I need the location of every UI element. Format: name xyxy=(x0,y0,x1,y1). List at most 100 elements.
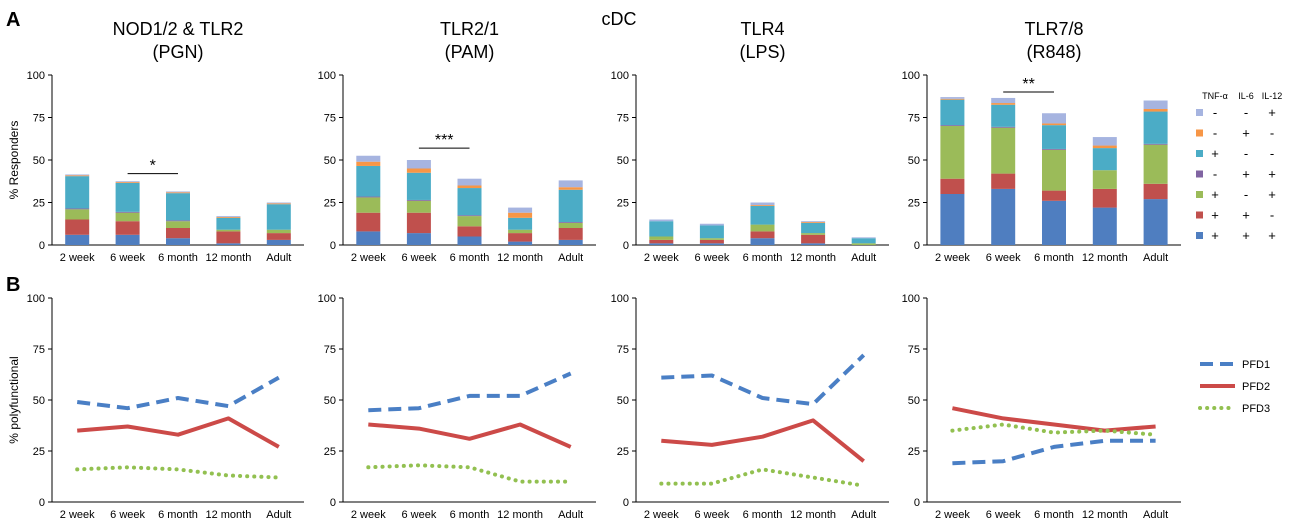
bar-segment xyxy=(115,181,140,183)
legend-header: IL-6 xyxy=(1238,91,1254,101)
legend-sign: + xyxy=(1242,167,1250,182)
bar-segment xyxy=(115,182,140,183)
bar-segment xyxy=(801,243,826,245)
chart-5: 0 25 50 75 100 2 week 6 week 6 month 12 month Adu… xyxy=(7,293,304,521)
legend-sign: - xyxy=(1244,146,1248,161)
y-tick-label: 0 xyxy=(39,497,45,509)
bar-segment xyxy=(166,193,190,221)
x-tick-label: Adult xyxy=(851,509,876,521)
x-tick-label: 2 week xyxy=(644,252,679,264)
bar-segment xyxy=(1042,149,1066,191)
bar-segment xyxy=(508,217,533,230)
bar-segment xyxy=(216,217,241,230)
x-tick-label: 2 week xyxy=(935,509,970,521)
y-tick-label: 0 xyxy=(623,240,629,252)
bar-segment xyxy=(699,243,724,245)
bar-segment xyxy=(457,216,482,227)
bar-segment xyxy=(166,228,190,239)
chart-title-line: TLR2/1 xyxy=(440,19,499,39)
bar-segment xyxy=(649,219,674,222)
legend-sign: + xyxy=(1211,187,1219,202)
y-tick-label: 25 xyxy=(908,198,920,210)
x-tick-label: Adult xyxy=(266,509,291,521)
significance-label: *** xyxy=(435,132,454,149)
bar-segment xyxy=(508,207,533,213)
x-tick-label: 6 week xyxy=(694,509,729,521)
legend-sign: - xyxy=(1270,208,1274,223)
y-tick-label: 50 xyxy=(908,155,920,167)
chart-title-line: (LPS) xyxy=(739,42,785,62)
bar-segment xyxy=(406,200,431,213)
bar-legend: TNF-α IL-6 IL-12 - - + - + - + - - - + + + - + + + - + + + xyxy=(1196,91,1282,243)
bar-segment xyxy=(1042,148,1066,150)
y-tick-label: 75 xyxy=(33,344,45,356)
bar-segment xyxy=(115,212,140,222)
chart-title-line: (R848) xyxy=(1026,42,1081,62)
chart-6: 0 25 50 75 100 2 week 6 week 6 month 12 month Adu… xyxy=(318,293,596,521)
bar-segment xyxy=(266,239,291,245)
legend-sign: - xyxy=(1213,126,1217,141)
bar-segment xyxy=(166,191,190,193)
bar-segment xyxy=(801,221,826,223)
bar-segment xyxy=(266,204,291,230)
y-tick-label: 75 xyxy=(33,113,45,125)
x-tick-label: 12 month xyxy=(497,252,543,264)
legend-swatch xyxy=(1196,150,1203,157)
bar-segment xyxy=(65,234,90,245)
bar-segment xyxy=(699,225,724,239)
y-tick-label: 0 xyxy=(914,497,920,509)
bar-segment xyxy=(750,238,775,245)
bar-segment xyxy=(406,199,431,201)
chart-8: 0 25 50 75 100 2 week 6 week 6 month 12 month Adu… xyxy=(902,293,1181,521)
x-tick-label: 12 month xyxy=(1082,252,1128,264)
bar-segment xyxy=(508,229,533,234)
bar-segment xyxy=(940,178,965,194)
bar-segment xyxy=(1042,190,1066,201)
legend-sign: - xyxy=(1244,187,1248,202)
bar-segment xyxy=(750,202,775,206)
panel-letter-a: A xyxy=(6,9,20,31)
bar-segment xyxy=(115,211,140,213)
legend-sign: + xyxy=(1268,228,1276,243)
bar-segment xyxy=(115,234,140,245)
y-tick-label: 50 xyxy=(908,395,920,407)
x-tick-label: 6 week xyxy=(110,509,145,521)
x-tick-label: 6 month xyxy=(743,252,783,264)
bar-segment xyxy=(991,126,1016,128)
bar-segment xyxy=(65,174,90,176)
y-tick-label: 100 xyxy=(27,70,45,82)
bar-segment xyxy=(216,229,241,232)
bar-segment xyxy=(851,237,876,239)
bar-segment xyxy=(216,216,241,218)
bar-segment xyxy=(266,203,291,205)
bar-segment xyxy=(991,104,1016,127)
series-line-pfd3 xyxy=(366,463,573,484)
bar-segment xyxy=(216,231,241,244)
y-tick-label: 75 xyxy=(617,113,629,125)
bar-segment xyxy=(1143,199,1168,245)
bar-segment xyxy=(1143,109,1168,112)
bar-segment xyxy=(457,226,482,237)
bar-segment xyxy=(851,243,876,245)
x-tick-label: 6 week xyxy=(694,252,729,264)
bar-segment xyxy=(115,221,140,235)
series-line-pfd3 xyxy=(659,467,866,488)
bar-segment xyxy=(991,97,1016,104)
y-tick-label: 100 xyxy=(611,70,629,82)
bar-segment xyxy=(558,239,583,245)
legend-swatch xyxy=(1196,232,1203,239)
y-tick-label: 0 xyxy=(623,497,629,509)
bar-segment xyxy=(940,125,965,126)
bar-segment xyxy=(1092,188,1117,208)
y-tick-label: 75 xyxy=(617,344,629,356)
x-tick-label: 2 week xyxy=(351,509,386,521)
bar-segment xyxy=(1042,113,1066,124)
bar-segment xyxy=(266,202,291,204)
bar-segment xyxy=(266,233,291,240)
x-tick-label: 2 week xyxy=(60,509,95,521)
y-tick-label: 100 xyxy=(611,293,629,305)
bar-segment xyxy=(1092,207,1117,245)
x-tick-label: 6 month xyxy=(158,252,198,264)
bar-segment xyxy=(558,187,583,190)
bar-segment xyxy=(457,185,482,189)
